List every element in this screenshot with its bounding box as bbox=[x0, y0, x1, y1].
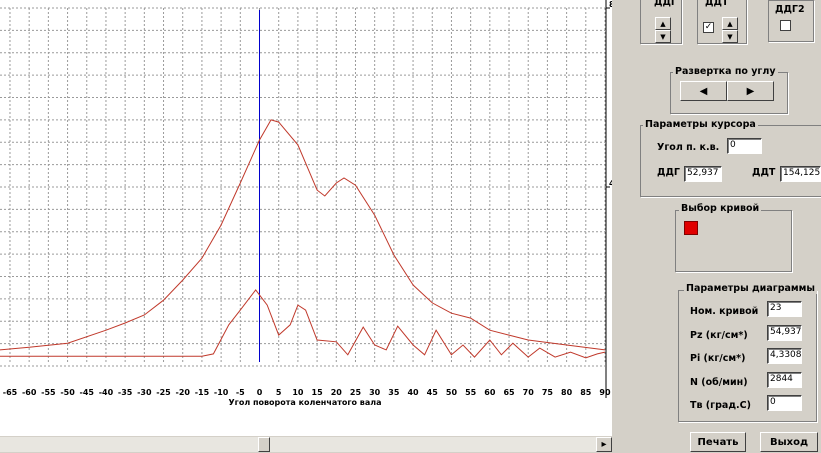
scrollbar[interactable]: ▸ bbox=[0, 437, 612, 452]
x-tick-label: -30 bbox=[137, 388, 152, 397]
ddt-label: ДДТ bbox=[703, 0, 731, 8]
x-tick-label: -20 bbox=[176, 388, 191, 397]
spin-down[interactable]: ▼ bbox=[722, 30, 738, 43]
ddg-label: ДДГ bbox=[652, 0, 679, 8]
x-tick-label: 0 bbox=[257, 388, 263, 397]
spin-up[interactable]: ▲ bbox=[655, 17, 671, 30]
x-tick-label: 65 bbox=[503, 388, 515, 397]
curve-swatch[interactable] bbox=[684, 221, 698, 235]
print-button[interactable]: Печать bbox=[690, 432, 746, 452]
ddg-value[interactable]: 52,937 bbox=[684, 166, 722, 182]
x-tick-label: 30 bbox=[369, 388, 381, 397]
sweep-title: Развертка по углу bbox=[673, 66, 778, 77]
cursor-title: Параметры курсора bbox=[643, 119, 758, 130]
param-value[interactable]: 4,3308 bbox=[767, 348, 802, 364]
ddg-value-label: ДДГ bbox=[657, 167, 680, 178]
x-tick-label: 80 bbox=[561, 388, 573, 397]
param-value[interactable]: 23 bbox=[767, 301, 802, 317]
x-tick-label: -55 bbox=[41, 388, 56, 397]
ddg2-group bbox=[768, 0, 814, 42]
param-value[interactable]: 54,937 bbox=[767, 324, 802, 341]
spin-up[interactable]: ▲ bbox=[722, 17, 738, 30]
x-tick-label: -40 bbox=[99, 388, 114, 397]
ddg2-checkbox[interactable] bbox=[780, 20, 791, 31]
angle-label: Угол п. к.в. bbox=[657, 142, 720, 153]
x-tick-label: -50 bbox=[60, 388, 75, 397]
ddt-value-label: ДДТ bbox=[752, 167, 776, 178]
x-axis-title: Угол поворота коленчатого вала bbox=[228, 398, 381, 407]
x-tick-label: -25 bbox=[156, 388, 171, 397]
param-label: Pz (кг/см*) bbox=[690, 329, 748, 341]
param-value[interactable]: 2844 bbox=[767, 371, 802, 388]
ddg-group bbox=[640, 0, 682, 44]
x-tick-label: 70 bbox=[523, 388, 535, 397]
x-tick-label: 90 bbox=[599, 388, 611, 397]
sweep-left[interactable]: ◀ bbox=[680, 81, 727, 101]
x-tick-label: 45 bbox=[427, 388, 439, 397]
y-tick-label: 400 bbox=[609, 179, 612, 188]
x-tick-label: -35 bbox=[118, 388, 133, 397]
x-tick-label: 55 bbox=[465, 388, 477, 397]
scroll-right[interactable]: ▸ bbox=[596, 437, 612, 452]
ddt-value[interactable]: 154,125 bbox=[780, 166, 821, 182]
y-tick-label: 800 bbox=[609, 0, 612, 9]
param-value[interactable]: 0 bbox=[767, 395, 802, 411]
x-tick-label: 35 bbox=[388, 388, 400, 397]
cursor-group bbox=[640, 125, 821, 197]
x-tick-label: -45 bbox=[80, 388, 95, 397]
curve-title: Выбор кривой bbox=[679, 203, 762, 214]
x-tick-label: 5 bbox=[276, 388, 282, 397]
ddg2-label: ДДГ2 bbox=[775, 4, 805, 15]
param-label: Pi (кг/см*) bbox=[690, 353, 746, 364]
sweep-right[interactable]: ▶ bbox=[727, 81, 774, 101]
spin-down[interactable]: ▼ bbox=[655, 30, 671, 43]
x-tick-label: -60 bbox=[22, 388, 37, 397]
x-tick-label: -65 bbox=[3, 388, 18, 397]
params-title: Параметры диаграммы bbox=[684, 283, 818, 294]
x-tick-label: 75 bbox=[542, 388, 554, 397]
x-tick-label: 15 bbox=[312, 388, 324, 397]
chart: Угол поворота коленчатого вала -65 -60 -55… bbox=[0, 0, 612, 436]
curve bbox=[0, 289, 606, 359]
x-tick-label: 50 bbox=[446, 388, 458, 397]
angle-input[interactable]: 0 bbox=[727, 138, 762, 154]
exit-button[interactable]: Выход bbox=[760, 432, 818, 452]
param-label: Ном. кривой bbox=[690, 306, 759, 317]
x-tick-label: 25 bbox=[350, 388, 362, 397]
x-tick-label: 10 bbox=[292, 388, 304, 397]
scroll-thumb[interactable] bbox=[258, 437, 270, 452]
ddt-group bbox=[697, 0, 747, 44]
curve bbox=[0, 119, 606, 351]
x-tick-label: -10 bbox=[214, 388, 229, 397]
x-tick-label: 85 bbox=[580, 388, 592, 397]
chart-background bbox=[0, 0, 612, 436]
ddt-checkbox[interactable]: ✓ bbox=[703, 22, 714, 33]
param-label: N (об/мин) bbox=[690, 376, 748, 388]
param-label: Тв (град.С) bbox=[690, 400, 751, 411]
x-tick-label: -15 bbox=[195, 388, 210, 397]
curve-group bbox=[675, 210, 792, 272]
x-tick-label: -5 bbox=[236, 388, 245, 397]
x-tick-label: 40 bbox=[407, 388, 419, 397]
x-tick-label: 20 bbox=[331, 388, 343, 397]
x-tick-label: 60 bbox=[484, 388, 496, 397]
